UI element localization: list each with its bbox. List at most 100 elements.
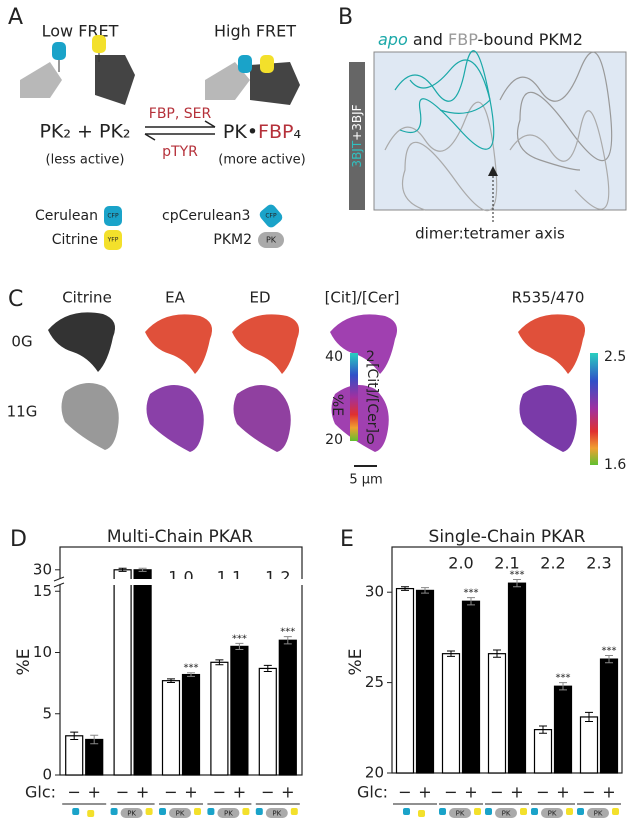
significance: ***	[510, 570, 525, 581]
construct-icon	[439, 808, 446, 815]
bar	[395, 587, 415, 774]
pdb-label: 3BJT+3BJF	[350, 104, 364, 167]
significance: ***	[464, 588, 479, 599]
error-bar	[467, 597, 475, 606]
construct-tag: PK	[502, 810, 511, 818]
label: FBP, SER	[149, 106, 212, 122]
error-bar	[283, 636, 292, 645]
pdb-box	[349, 62, 365, 210]
label: PK•FBP₄	[223, 121, 302, 143]
colorbar	[350, 353, 358, 441]
error-bar	[447, 650, 455, 657]
colorbar-label: 1.6	[604, 457, 626, 473]
label: High FRET	[214, 22, 296, 41]
legend-label: Cerulean	[35, 208, 98, 224]
bar	[487, 653, 507, 774]
label: pTYR	[162, 144, 198, 160]
y-tick-label: 10	[33, 643, 52, 661]
error-bar	[585, 711, 593, 722]
construct-tag: PK	[456, 810, 465, 818]
bar	[181, 673, 201, 776]
construct-icon	[217, 808, 240, 818]
colorbar-title: [Cit]/[Cer]	[364, 363, 380, 433]
error-bar	[138, 567, 147, 572]
row-label: 11G	[7, 403, 38, 421]
x-axis-title: Glc:	[25, 783, 56, 802]
construct-icon	[449, 808, 471, 818]
y-tick-label: 30	[365, 583, 384, 601]
significance: ***	[280, 627, 295, 638]
legend-tag: PK	[266, 236, 277, 245]
legend-label: PKM2	[213, 232, 252, 248]
label: (less active)	[46, 153, 125, 168]
colorbar-label: 2.5	[604, 349, 626, 365]
construct-icon	[587, 808, 609, 818]
x-axis-title: Glc:	[357, 783, 388, 802]
bar	[507, 582, 527, 774]
bar	[113, 569, 132, 776]
error-bar	[70, 731, 79, 740]
error-bar	[90, 734, 99, 745]
bar	[161, 680, 181, 776]
error-bar	[605, 654, 613, 664]
colorbar-label: 2	[366, 349, 375, 365]
significance: ***	[602, 645, 617, 656]
structure	[384, 50, 613, 212]
colorbar-label: 20	[325, 432, 343, 448]
bar	[553, 685, 573, 774]
plot-frame	[59, 546, 303, 776]
chart-title: Single-Chain PKAR	[429, 527, 586, 547]
panel-letter: E	[340, 527, 354, 552]
x-tick-label: −	[536, 783, 549, 802]
construct-tag: PK	[127, 810, 136, 818]
construct-tag: PK	[594, 810, 603, 818]
cell-images	[48, 312, 586, 452]
label: dimer:tetramer axis	[415, 225, 565, 243]
significance: ***	[184, 663, 199, 674]
construct-tag: PK	[548, 810, 557, 818]
chart-title: Multi-Chain PKAR	[107, 527, 253, 547]
x-tick-label: −	[398, 783, 411, 802]
legend-tag: CFP	[265, 213, 277, 220]
legend-tag: CFP	[107, 213, 119, 220]
error-bar	[118, 567, 127, 572]
error-bar	[235, 642, 244, 650]
construct-icon	[145, 808, 153, 815]
x-tick-label: −	[164, 783, 177, 802]
construct-icon	[485, 808, 492, 815]
construct-icon	[612, 808, 619, 815]
construct-icon	[169, 808, 191, 818]
bar	[461, 600, 481, 774]
axis-break	[52, 579, 310, 585]
x-tick-label: −	[67, 783, 80, 802]
error-bar	[513, 579, 521, 588]
construct-icon	[242, 808, 250, 815]
error-bar	[215, 659, 224, 666]
y-axis-title: %E	[14, 649, 34, 676]
error-bar	[559, 682, 567, 691]
row-label: 0G	[11, 333, 32, 351]
bar	[210, 661, 229, 776]
x-tick-label: −	[116, 783, 129, 802]
panel-letter: A	[8, 5, 23, 30]
construct-icon	[110, 808, 118, 815]
group-label: 2.3	[586, 554, 611, 573]
error-bar	[187, 672, 195, 677]
bar	[133, 569, 152, 776]
legend-icon	[104, 230, 122, 250]
x-tick-label: +	[87, 783, 100, 802]
legend-label: cpCerulean3	[162, 208, 250, 224]
panel-letter: C	[8, 287, 23, 312]
x-tick-label: +	[556, 783, 569, 802]
error-bar	[539, 725, 547, 734]
construct-icon	[255, 808, 263, 815]
construct-icon	[495, 808, 517, 818]
legend-icon	[258, 232, 284, 248]
construct-icon	[72, 808, 80, 815]
construct-icon	[566, 808, 573, 815]
bar	[278, 639, 297, 776]
x-tick-label: +	[233, 783, 246, 802]
colorbar-label: 40	[325, 349, 343, 365]
axis-arrowhead	[488, 166, 498, 176]
